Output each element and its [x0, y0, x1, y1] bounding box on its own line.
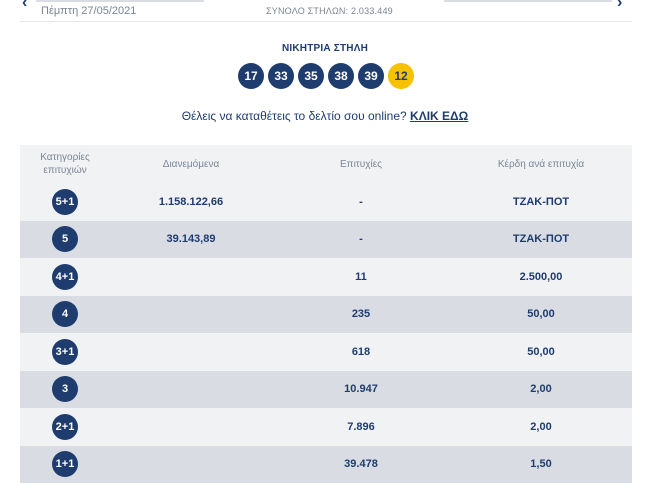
number-ball: 17 — [238, 63, 264, 89]
prize-cell: ΤΖΑΚ-ΠΟΤ — [512, 195, 570, 208]
number-ball: 35 — [298, 63, 324, 89]
table-header: Κατηγορίες επιτυχιών Διανεμόμενα Επιτυχί… — [20, 145, 632, 183]
nav-divider — [36, 0, 204, 2]
header-category: Κατηγορίες επιτυχιών — [40, 152, 90, 176]
winners-cell: 39.478 — [344, 458, 378, 471]
header-winners: Επιτυχίες — [340, 158, 382, 170]
prize-cell: 1,50 — [530, 458, 552, 471]
nav-divider — [20, 21, 632, 22]
winners-cell: 235 — [351, 308, 371, 321]
category-badge: 5 — [52, 226, 78, 253]
winners-cell: 11 — [355, 270, 367, 283]
prize-cell: 2.500,00 — [519, 270, 563, 283]
prize-cell: ΤΖΑΚ-ΠΟΤ — [512, 233, 570, 246]
nav-divider — [444, 0, 612, 2]
online-cta: Θέλεις να καταθέτεις το δελτίο σου onlin… — [0, 109, 650, 123]
table-row: 4 235 50,00 — [20, 295, 632, 333]
winners-cell: 618 — [351, 345, 371, 358]
prize-table: Κατηγορίες επιτυχιών Διανεμόμενα Επιτυχί… — [20, 145, 632, 483]
winning-numbers: 17 33 35 38 39 12 — [238, 63, 414, 89]
category-badge: 4 — [52, 301, 78, 328]
prize-cell: 2,00 — [530, 383, 552, 396]
table-row: 2+1 7.896 2,00 — [20, 408, 632, 446]
header-distributed: Διανεμόμενα — [162, 158, 220, 170]
cta-text: Θέλεις να καταθέτεις το δελτίο σου onlin… — [181, 109, 407, 123]
winners-cell: - — [359, 233, 363, 246]
table-row: 5 39.143,89 - ΤΖΑΚ-ΠΟΤ — [20, 220, 632, 258]
category-badge: 1+1 — [52, 451, 78, 478]
table-row: 3 10.947 2,00 — [20, 370, 632, 408]
draw-date: Πέμπτη 27/05/2021 — [41, 5, 137, 17]
chevron-left-icon[interactable]: ‹ — [22, 0, 28, 11]
number-ball: 33 — [268, 63, 294, 89]
table-row: 5+1 1.158.122,66 - ΤΖΑΚ-ΠΟΤ — [20, 183, 632, 221]
winners-cell: 10.947 — [344, 383, 378, 396]
category-badge: 3+1 — [52, 338, 78, 365]
table-row: 1+1 39.478 1,50 — [20, 445, 632, 483]
prize-cell: 50,00 — [527, 345, 555, 358]
winning-column-title: ΝΙΚΗΤΡΙΑ ΣΤΗΛΗ — [281, 43, 369, 54]
category-badge: 3 — [52, 376, 78, 403]
chevron-right-icon[interactable]: › — [617, 0, 623, 11]
category-badge: 4+1 — [52, 263, 78, 290]
category-badge: 5+1 — [52, 188, 78, 215]
draw-nav-bar: ‹ Πέμπτη 27/05/2021 ΣΥΝΟΛΟ ΣΤΗΛΩΝ: 2.033… — [0, 0, 650, 22]
category-badge: 2+1 — [52, 413, 78, 440]
prize-cell: 2,00 — [530, 420, 552, 433]
distributed-cell: 39.143,89 — [166, 233, 216, 246]
winners-cell: 7.896 — [347, 420, 375, 433]
number-ball: 38 — [328, 63, 354, 89]
table-row: 3+1 618 50,00 — [20, 333, 632, 371]
cta-link[interactable]: ΚΛΙΚ ΕΔΩ — [410, 109, 469, 123]
number-ball: 39 — [358, 63, 384, 89]
header-prize: Κέρδη ανά επιτυχία — [497, 158, 585, 170]
total-columns: ΣΥΝΟΛΟ ΣΤΗΛΩΝ: 2.033.449 — [266, 6, 393, 16]
prize-cell: 50,00 — [527, 308, 555, 321]
distributed-cell: 1.158.122,66 — [158, 195, 224, 208]
winners-cell: - — [359, 195, 363, 208]
table-row: 4+1 11 2.500,00 — [20, 258, 632, 296]
bonus-ball: 12 — [388, 63, 414, 89]
